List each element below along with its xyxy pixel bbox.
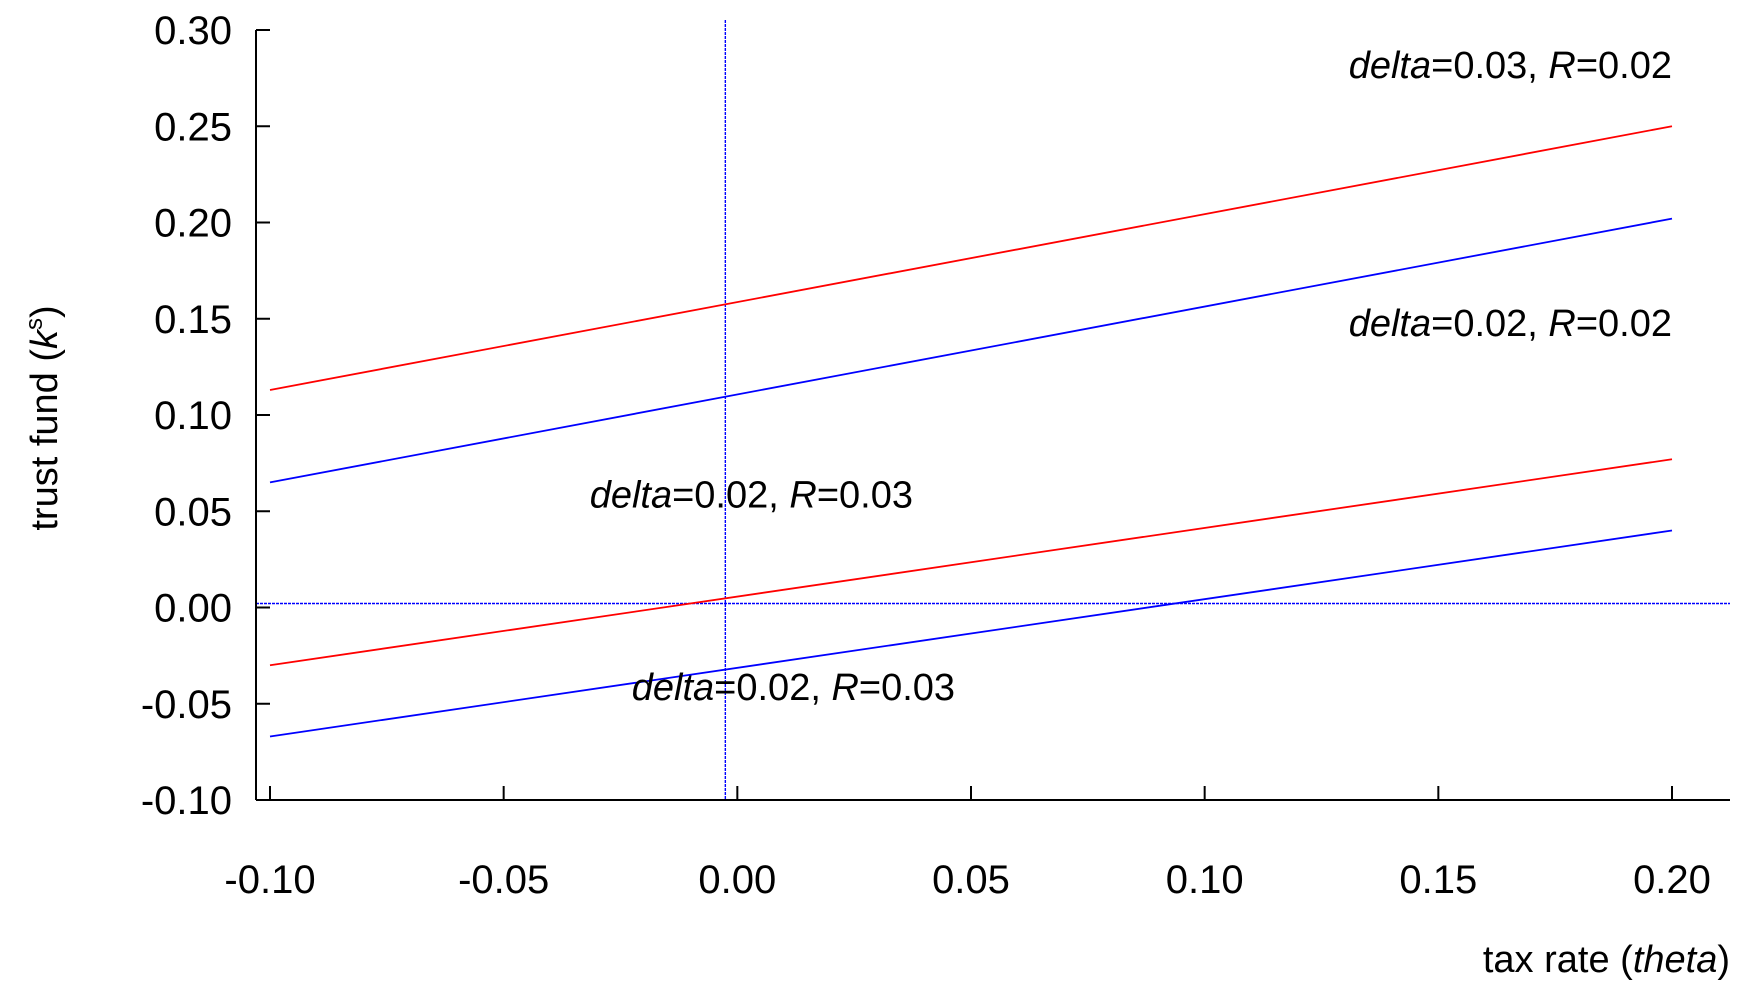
series-annotation-3: delta=0.02, R=0.03 <box>590 474 913 516</box>
series-line-3 <box>269 458 1673 667</box>
series-annotation-2: delta=0.02, R=0.02 <box>1349 303 1672 345</box>
y-tick-label: 0.15 <box>154 298 232 342</box>
series-line-4 <box>269 529 1673 738</box>
series-annotation-4: delta=0.02, R=0.03 <box>632 667 955 709</box>
x-tick-label: -0.05 <box>458 858 549 902</box>
series-line-2 <box>269 217 1673 484</box>
y-tick-label: 0.00 <box>154 587 232 631</box>
reference-lines <box>256 20 1730 800</box>
x-tick-label: 0.00 <box>698 858 776 902</box>
x-tick-label: 0.20 <box>1633 858 1711 902</box>
x-tick-label: 0.15 <box>1399 858 1477 902</box>
y-axis-title: trust fund (ks) <box>21 305 66 530</box>
x-tick-label: 0.10 <box>1166 858 1244 902</box>
series-line-1 <box>269 125 1673 391</box>
series-lines <box>269 125 1673 738</box>
y-axis-ticks: 0.30 0.25 0.20 0.15 0.10 0.05 0.00 -0.05 -0.10 <box>141 9 270 823</box>
series-annotation-1: delta=0.03, R=0.02 <box>1349 45 1672 87</box>
x-tick-label: -0.10 <box>224 858 315 902</box>
y-tick-label: 0.25 <box>154 105 232 149</box>
x-axis-title: tax rate (theta) <box>1483 939 1730 981</box>
y-tick-label: 0.20 <box>154 202 232 246</box>
y-tick-label: -0.10 <box>141 779 232 823</box>
y-tick-label: -0.05 <box>141 683 232 727</box>
x-tick-label: 0.05 <box>932 858 1010 902</box>
series-annotations: delta=0.03, R=0.02 delta=0.02, R=0.02 delt… <box>590 45 1672 709</box>
y-tick-label: 0.05 <box>154 490 232 534</box>
y-tick-label: 0.10 <box>154 394 232 438</box>
y-tick-label: 0.30 <box>154 9 232 53</box>
axes <box>255 30 1730 801</box>
x-axis-ticks: -0.10 -0.05 0.00 0.05 0.10 0.15 0.20 <box>224 786 1711 902</box>
